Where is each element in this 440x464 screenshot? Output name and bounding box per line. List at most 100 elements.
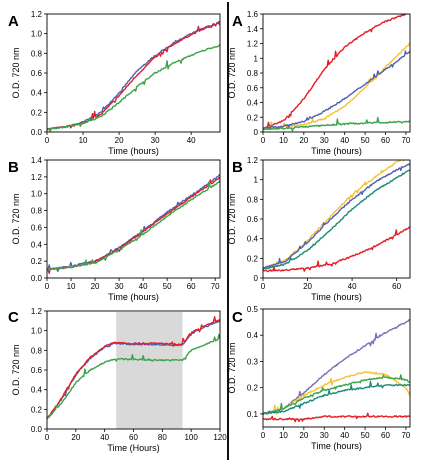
y-tick-label: 0.6	[31, 223, 43, 232]
y-tick-label: 0.6	[247, 215, 259, 224]
plot-frame	[262, 308, 411, 428]
x-tick-label: 0	[261, 431, 266, 440]
y-tick-label: 1.4	[31, 156, 43, 165]
x-tick-label: 20	[115, 136, 124, 145]
chart-right-A: 0 10 20 30 40 50 60 70 0 0.2 0.4 0.6 0.8 1 1.2 1.4 1.6 Ti…	[227, 10, 411, 156]
y-tick-label: 1.0	[31, 190, 43, 199]
y-tick-label: 1.2	[31, 10, 43, 19]
x-tick-label: 20	[299, 431, 308, 440]
x-tick-label: 50	[361, 431, 370, 440]
y-tick-label: 0.0	[31, 128, 43, 137]
x-tick-label: 0	[45, 433, 50, 442]
x-tick-label: 40	[340, 431, 349, 440]
chart-right-C: 0 10 20 30 40 50 60 70 0.1 0.2 0.3 0.4 0.5 Time (hour…	[227, 305, 411, 451]
x-tick-label: 10	[79, 136, 88, 145]
y-tick-label: 0.6	[31, 366, 43, 375]
y-tick-label: 1.2	[31, 307, 43, 316]
x-tick-label: 60	[392, 282, 401, 291]
y-tick-label: 1	[254, 176, 259, 185]
x-tick-label: 0	[45, 282, 50, 291]
series-line-yellow	[263, 160, 405, 270]
series-line-green	[47, 334, 220, 420]
x-axis-label: Time (Hours)	[107, 443, 159, 453]
y-tick-label: 1	[254, 54, 259, 63]
x-tick-label: 60	[381, 431, 390, 440]
x-tick-label: 60	[381, 136, 390, 145]
x-tick-label: 50	[163, 282, 172, 291]
y-tick-label: 1.2	[247, 40, 259, 49]
x-tick-label: 40	[139, 282, 148, 291]
y-tick-label: 0.4	[31, 89, 43, 98]
x-tick-label: 40	[187, 136, 196, 145]
y-tick-label: 0.4	[247, 99, 259, 108]
series-line-blue	[47, 20, 220, 131]
x-tick-label: 80	[158, 433, 167, 442]
y-tick-label: 0.6	[247, 84, 259, 93]
plot-frame	[46, 159, 221, 279]
series-line-green	[47, 44, 220, 132]
plot-frame	[262, 13, 411, 133]
x-tick-label: 70	[401, 431, 410, 440]
chart-left-B: 0 10 20 30 40 50 60 70 0.0 0.2 0.4 0.6 0.8 1.0 1.2 1.4 T…	[8, 156, 221, 302]
y-tick-label: 0.8	[31, 49, 43, 58]
y-tick-label: 0	[254, 128, 259, 137]
y-tick-label: 0.1	[247, 410, 259, 419]
y-tick-label: 1.2	[31, 173, 43, 182]
series-line-blue	[47, 174, 220, 272]
x-tick-label: 10	[279, 431, 288, 440]
series-line-red	[263, 14, 410, 130]
series-line-yellow	[263, 42, 410, 130]
x-tick-label: 40	[100, 433, 109, 442]
series-line-teal	[263, 169, 410, 270]
y-axis-label: O.D. 720 nm	[11, 344, 21, 395]
y-tick-label: 0.8	[247, 195, 259, 204]
x-tick-label: 50	[361, 136, 370, 145]
y-tick-label: 0	[254, 274, 259, 283]
y-tick-label: 0.5	[247, 305, 259, 314]
x-tick-label: 40	[348, 282, 357, 291]
series-line-green	[263, 374, 410, 415]
y-tick-label: 0.0	[31, 274, 43, 283]
x-tick-label: 20	[303, 282, 312, 291]
y-tick-label: 0.0	[31, 425, 43, 434]
figure-divider	[227, 2, 229, 460]
shaded-region	[116, 312, 183, 429]
panel-label: A	[8, 13, 19, 30]
panel-label: B	[232, 159, 243, 176]
x-tick-label: 60	[187, 282, 196, 291]
x-tick-label: 0	[261, 136, 266, 145]
series-line-green	[263, 116, 410, 132]
y-tick-label: 0.2	[31, 405, 43, 414]
y-tick-label: 0.6	[31, 69, 43, 78]
x-tick-label: 30	[151, 136, 160, 145]
series-line-green	[47, 180, 220, 271]
y-axis-label: O.D. 720 nm	[11, 47, 21, 98]
x-tick-label: 20	[91, 282, 100, 291]
y-axis-label: O.D. 720 nm	[227, 342, 237, 393]
x-tick-label: 0	[45, 136, 50, 145]
series-line-red	[263, 225, 410, 273]
x-tick-label: 70	[401, 136, 410, 145]
series-line-red	[47, 176, 220, 274]
y-tick-label: 0.8	[31, 346, 43, 355]
series-line-purple	[263, 318, 410, 415]
x-axis-label: Time (hours)	[311, 146, 362, 156]
series-line-blue	[263, 163, 410, 270]
y-axis-label: O.D. 720 nm	[227, 47, 237, 98]
x-axis-label: Time (hours)	[108, 292, 159, 302]
chart-left-A: 0 10 20 30 40 0.0 0.2 0.4 0.6 0.8 1.0 1.2 Time (hour…	[8, 10, 221, 156]
x-tick-label: 100	[184, 433, 198, 442]
y-tick-label: 0.2	[247, 113, 259, 122]
y-tick-label: 0.2	[247, 254, 259, 263]
y-tick-label: 1.0	[31, 30, 43, 39]
y-tick-label: 0.8	[247, 69, 259, 78]
x-tick-label: 30	[320, 136, 329, 145]
x-tick-label: 30	[320, 431, 329, 440]
y-tick-label: 0.4	[31, 240, 43, 249]
y-tick-label: 0.4	[31, 386, 43, 395]
x-tick-label: 60	[129, 433, 138, 442]
y-tick-label: 1.2	[247, 156, 259, 165]
y-tick-label: 0.2	[31, 108, 43, 117]
panel-label: C	[232, 309, 243, 326]
